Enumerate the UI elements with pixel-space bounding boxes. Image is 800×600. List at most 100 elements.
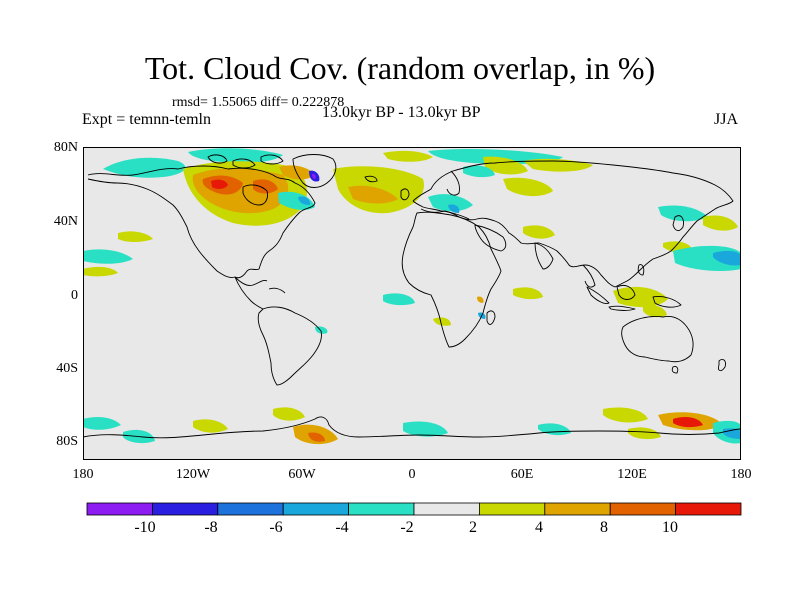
- anomaly-red-hudson: [253, 179, 278, 194]
- colorbar-segment: [478, 502, 546, 516]
- anomaly-yellow-arctic: [383, 150, 433, 162]
- lon-label-60w: 60W: [288, 467, 316, 482]
- anomaly-blue-tropical-pacific-east: [713, 250, 741, 266]
- colorbar-segment: [217, 502, 284, 516]
- lon-label-120w: 120W: [175, 467, 211, 482]
- map-title: Tot. Cloud Cov. (random overlap, in %): [144, 50, 656, 86]
- lon-label-0: 0: [408, 467, 416, 482]
- colorbar-label-neg4: -4: [335, 519, 349, 536]
- coastline-new-zealand: [718, 358, 726, 372]
- anomaly-yellow-southern-ocean-1: [193, 419, 228, 433]
- anomaly-yellow-southern-ocean-3: [603, 407, 648, 423]
- experiment-label: Expt = temnn-temln: [82, 111, 211, 128]
- coastline-iceland: [364, 175, 378, 183]
- coastline-arctic-islands-2: [260, 154, 284, 165]
- anomaly-cyan-canada-east: [278, 191, 315, 210]
- season-label: JJA: [714, 111, 739, 128]
- colorbar-segment: [348, 502, 415, 516]
- anomaly-cyan-southern-ocean-3: [403, 421, 448, 437]
- colorbar-label-4: 4: [535, 519, 543, 536]
- coastline-eurasia: [412, 160, 734, 288]
- coastline-greenland: [292, 154, 337, 188]
- coastline-japan: [672, 215, 684, 232]
- anomaly-orange-north-atlantic: [348, 185, 398, 204]
- anomaly-purple-greenland: [312, 173, 316, 179]
- anomaly-yellow-west-asia: [523, 225, 555, 239]
- anomaly-cyan-south-atlantic: [315, 326, 328, 334]
- anomaly-cyan-arctic-west: [103, 157, 186, 178]
- anomaly-cyan-africa-west: [383, 293, 415, 306]
- anomaly-yellow-central-pacific: [118, 231, 153, 242]
- lat-label-0: 0: [71, 288, 78, 303]
- colorbar-segment: [544, 502, 611, 516]
- colorbar-segment: [86, 502, 153, 516]
- coastline-arabia: [474, 224, 507, 252]
- coastline-antarctica: [83, 416, 741, 439]
- coastline-hudson-bay: [242, 184, 268, 206]
- anomaly-yellow-atlantic-equator: [433, 317, 451, 326]
- lat-label-40s: 40S: [56, 361, 78, 376]
- anomaly-cyan-europe: [428, 194, 473, 212]
- coastline-central-america: [234, 276, 264, 310]
- anomaly-fields: [83, 148, 741, 445]
- coastline-south-america: [257, 306, 322, 386]
- coastline-sumatra: [586, 286, 610, 304]
- coastline-borneo: [616, 284, 636, 300]
- coastline-indochina: [582, 264, 596, 288]
- coastline-tasmania: [671, 366, 679, 374]
- coastline-india: [534, 242, 554, 270]
- anomaly-yellow-maritime: [643, 305, 667, 318]
- anomaly-orange-greenland: [279, 165, 315, 180]
- lat-label-40n: 40N: [53, 214, 78, 229]
- coastline-java: [608, 305, 636, 311]
- coastline-arctic-islands-1: [232, 158, 256, 169]
- anomaly-yellow-southern-ocean-4: [628, 427, 661, 440]
- lon-label-180e: 180: [730, 467, 752, 482]
- anomaly-red-ross-sea: [673, 417, 703, 428]
- anomaly-yellow-north-europe: [483, 156, 528, 175]
- anomaly-yellow-north-pacific: [703, 215, 738, 231]
- anomaly-cyan-tropical-pacific-west: [83, 249, 133, 264]
- colorbar-label-10: 10: [662, 519, 678, 536]
- coastline-britain: [400, 188, 410, 201]
- anomaly-red-core: [211, 179, 228, 190]
- period-label: 13.0kyr BP - 13.0kyr BP: [322, 104, 481, 121]
- coastlines: [83, 154, 741, 439]
- anomaly-blue-europe: [448, 204, 460, 213]
- colorbar-segment: [413, 502, 480, 516]
- anomaly-cyan-north-pacific: [658, 205, 708, 222]
- stats-text: rmsd= 1.55065 diff= 0.222878: [172, 95, 345, 110]
- colorbar-label-neg8: -8: [204, 519, 218, 536]
- lon-label-180w: 180: [72, 467, 94, 482]
- coastline-mediterranean: [420, 208, 470, 220]
- anomaly-yellow-tropical-pacific-west: [83, 266, 118, 277]
- map-frame: [83, 147, 741, 460]
- colorbar-segment: [675, 502, 742, 516]
- anomaly-cyan-scandinavia: [463, 165, 495, 178]
- anomaly-orange-east-africa: [477, 296, 484, 303]
- anomaly-yellow-southern-ocean-2: [273, 407, 305, 421]
- coastline-africa: [401, 211, 502, 348]
- coastline-philippines: [637, 264, 645, 276]
- lon-label-60e: 60E: [510, 467, 534, 482]
- coastline-australia: [621, 316, 694, 363]
- coastline-north-america: [87, 165, 316, 279]
- anomaly-yellow-africa-east: [513, 287, 543, 300]
- anomaly-red-antarctic-peninsula: [308, 432, 325, 442]
- coastline-new-guinea: [652, 296, 682, 308]
- world-map: [83, 147, 741, 460]
- anomaly-cyan-southern-ocean-1: [83, 417, 121, 430]
- coastline-scandinavia: [446, 170, 460, 196]
- colorbar-label-neg10: -10: [134, 519, 156, 536]
- lon-label-120e: 120E: [617, 467, 647, 482]
- anomaly-cyan-arctic-center: [188, 148, 283, 163]
- coastline-arctic-islands-3: [207, 154, 228, 164]
- anomaly-yellow-central-asia: [503, 177, 553, 197]
- colorbar: [86, 502, 742, 516]
- colorbar-label-2: 2: [469, 519, 477, 536]
- lat-label-80n: 80N: [53, 140, 78, 155]
- colorbar-segment: [152, 502, 219, 516]
- coastline-gulf-of-mexico: [234, 276, 268, 286]
- colorbar-segment: [282, 502, 349, 516]
- coastline-madagascar: [486, 310, 496, 325]
